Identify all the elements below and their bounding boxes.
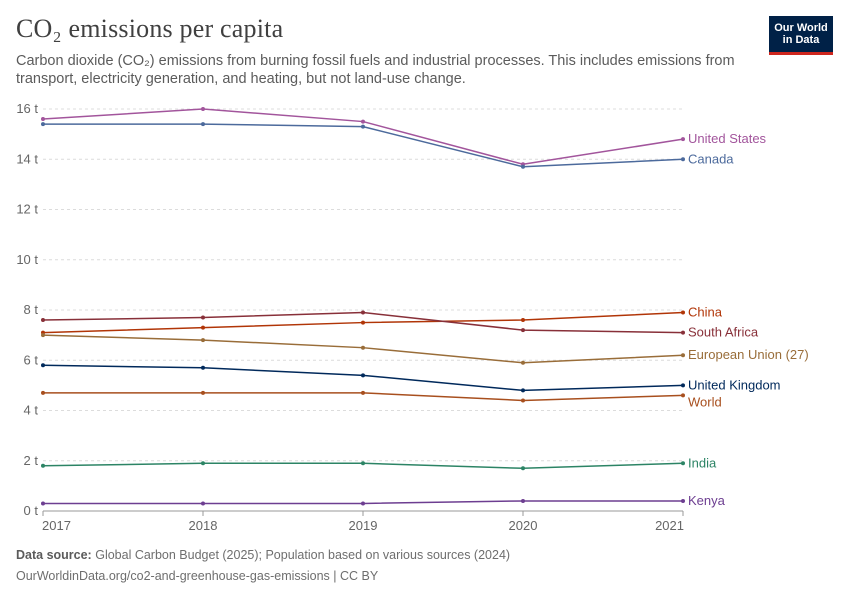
data-point (521, 328, 525, 333)
x-tick-label: 2021 (655, 518, 684, 533)
data-point (681, 393, 685, 398)
data-point (201, 461, 205, 466)
x-tick-label: 2017 (42, 518, 71, 533)
data-point (41, 501, 45, 506)
chart-title: CO₂ emissions per capita (16, 14, 284, 43)
y-tick-label: 4 t (24, 403, 39, 418)
series-lines (41, 107, 685, 506)
data-point (41, 318, 45, 323)
data-point (41, 363, 45, 368)
data-point (521, 388, 525, 393)
data-point (361, 124, 365, 129)
series-label: Canada (688, 151, 734, 166)
y-tick-label: 10 t (16, 252, 38, 267)
y-tick-label: 0 t (24, 503, 39, 518)
data-point (681, 498, 685, 503)
series-label: United States (688, 131, 767, 146)
data-point (41, 333, 45, 338)
citation: OurWorldinData.org/co2-and-greenhouse-ga… (16, 569, 378, 583)
series-label: South Africa (688, 325, 759, 340)
y-tick-label: 6 t (24, 352, 39, 367)
data-point (41, 390, 45, 395)
data-point (361, 501, 365, 506)
data-point (681, 461, 685, 466)
data-point (681, 353, 685, 358)
data-point (521, 466, 525, 471)
series-label: United Kingdom (688, 377, 781, 392)
data-point (361, 390, 365, 395)
data-point (681, 310, 685, 315)
series-label: World (688, 394, 722, 409)
data-point (41, 463, 45, 468)
data-point (361, 320, 365, 325)
y-tick-label: 14 t (16, 151, 38, 166)
data-point (201, 338, 205, 343)
chart-subtitle: Carbon dioxide (CO₂) emissions from burn… (16, 53, 735, 87)
data-point (201, 315, 205, 320)
license-text: | CC BY (333, 569, 379, 583)
source-url-link[interactable]: OurWorldinData.org/co2-and-greenhouse-ga… (16, 569, 330, 583)
axes: 0 t 2 t 4 t 6 t 8 t 10 t 12 t 14 t 16 t 2017 2018 2… (16, 101, 684, 533)
y-tick-label: 12 t (16, 202, 38, 217)
data-source-label: Data source: (16, 548, 92, 562)
series-line (43, 123, 684, 168)
x-tick-label: 2019 (349, 518, 378, 533)
data-point (681, 383, 685, 388)
x-tick-label: 2018 (189, 518, 218, 533)
data-point (201, 365, 205, 370)
data-point (361, 119, 365, 124)
data-point (681, 137, 685, 142)
series-label: India (688, 455, 717, 470)
line-chart: 0 t 2 t 4 t 6 t 8 t 10 t 12 t 14 t 16 t 2017 2018 2… (16, 101, 809, 533)
data-point (521, 498, 525, 503)
series-line (42, 108, 684, 166)
series-label: Kenya (688, 493, 726, 508)
data-point (681, 157, 685, 162)
data-point (201, 122, 205, 127)
owid-logo[interactable]: Our World in Data (769, 16, 833, 55)
logo-line-1: Our World (774, 22, 828, 34)
data-point (361, 345, 365, 350)
data-point (41, 117, 45, 122)
data-point (201, 501, 205, 506)
data-point (521, 398, 525, 403)
data-point (521, 360, 525, 365)
series-labels: United States Canada China South Africa Euro… (688, 131, 809, 508)
logo-line-2: in Data (782, 34, 820, 46)
data-point (361, 373, 365, 378)
data-point (521, 164, 525, 169)
data-point (361, 461, 365, 466)
series-label: China (688, 305, 723, 320)
y-tick-label: 16 t (16, 101, 38, 116)
data-point (681, 330, 685, 335)
data-point (361, 310, 365, 315)
data-point (41, 122, 45, 127)
gridlines (43, 108, 683, 462)
data-point (201, 107, 205, 111)
data-point (201, 390, 205, 395)
series-line (42, 364, 684, 392)
y-tick-label: 8 t (24, 302, 39, 317)
data-source: Data source: Global Carbon Budget (2025)… (16, 548, 510, 562)
data-point (521, 318, 525, 323)
y-tick-label: 2 t (24, 453, 39, 468)
data-point (201, 325, 205, 330)
series-label: European Union (27) (688, 347, 809, 362)
x-tick-label: 2020 (509, 518, 538, 533)
data-source-text: Global Carbon Budget (2025); Population … (95, 548, 511, 562)
